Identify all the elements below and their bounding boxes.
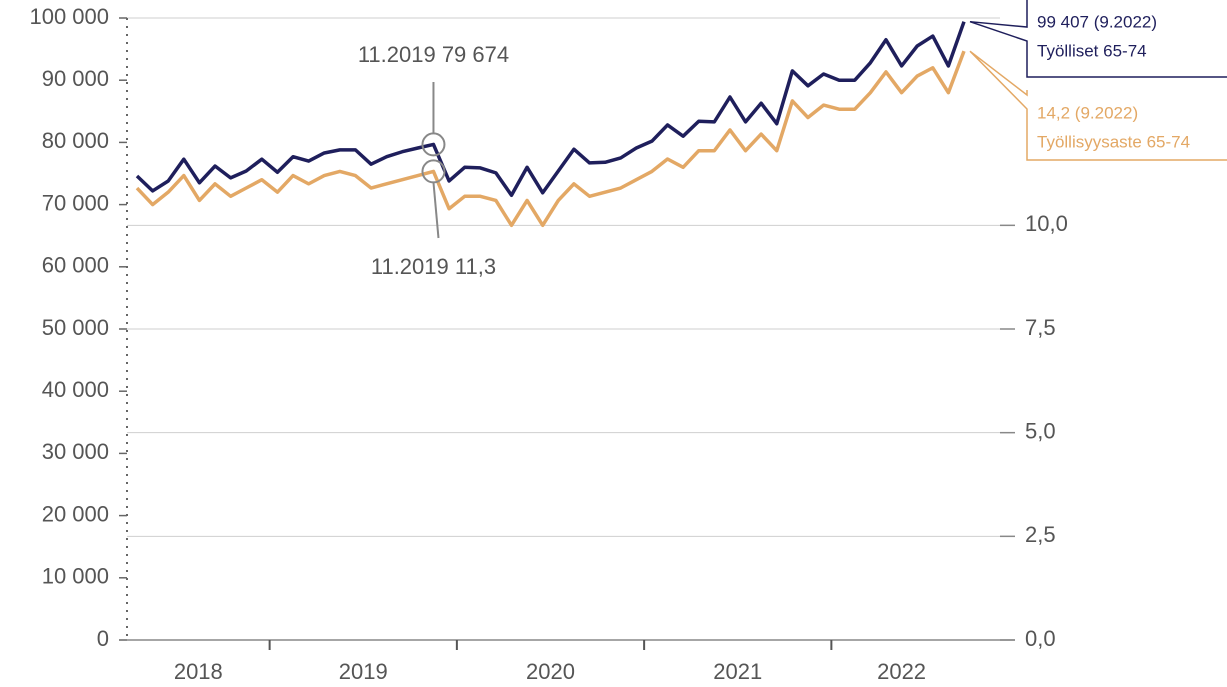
x-tick-label: 2018 [174,659,223,684]
y-tick-label: 30 000 [42,439,109,464]
annotation-leader [432,182,440,239]
y-tick-label: 20 000 [42,501,109,526]
x-tick-label: 2021 [713,659,762,684]
y2-tick-label: 2,5 [1025,522,1056,547]
y-tick-label: 50 000 [42,315,109,340]
y2-tick-label: 0,0 [1025,626,1056,651]
y-tick-label: 40 000 [42,377,109,402]
y-tick-label: 80 000 [42,128,109,153]
callout-box [969,50,1227,161]
series-line [135,21,966,198]
y-tick-label: 90 000 [42,66,109,91]
y-tick-label: 10 000 [42,564,109,589]
y-tick-label: 0 [97,626,109,651]
x-tick-label: 2022 [877,659,926,684]
callout-box [969,0,1227,78]
y-tick-label: 60 000 [42,253,109,278]
x-tick-label: 2020 [526,659,575,684]
callout-value: 14,2 (9.2022) [1037,103,1138,122]
y-tick-label: 70 000 [42,190,109,215]
series-line [135,50,966,228]
y2-tick-label: 7,5 [1025,315,1056,340]
y-tick-label: 100 000 [29,4,109,29]
annotation: 11.2019 11,3 [371,254,496,279]
x-tick-label: 2019 [339,659,388,684]
y2-tick-label: 10,0 [1025,211,1068,236]
annotation: 11.2019 79 674 [358,42,509,67]
legend-label: Työlliset 65-74 [1037,41,1147,60]
legend-label: Työllisyysaste 65-74 [1037,132,1190,151]
y2-tick-label: 5,0 [1025,418,1056,443]
callout-value: 99 407 (9.2022) [1037,12,1157,31]
